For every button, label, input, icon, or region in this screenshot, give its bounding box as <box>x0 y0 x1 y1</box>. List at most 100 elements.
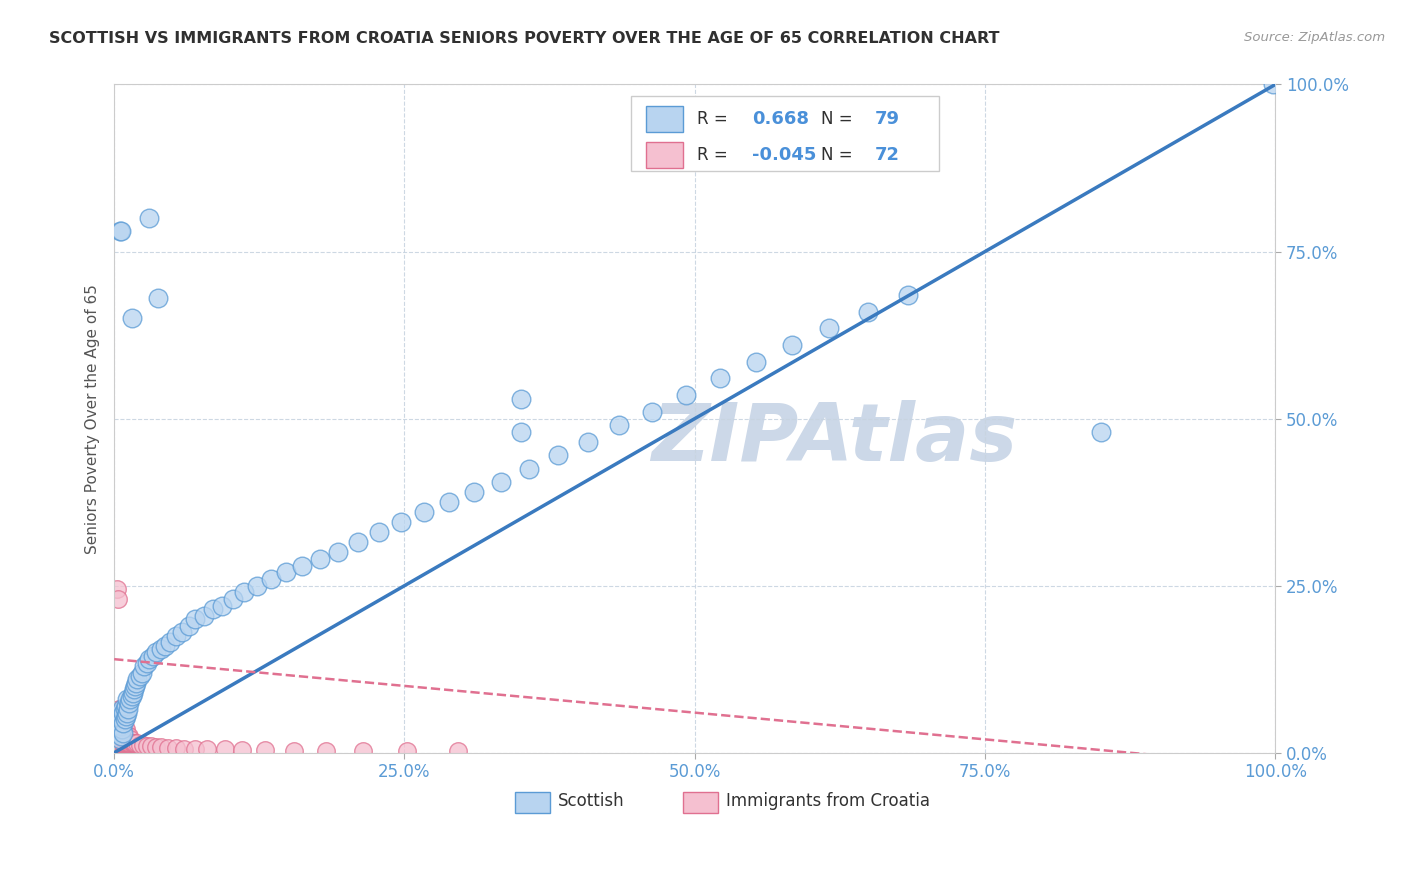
Point <box>110 709 132 723</box>
Text: R =: R = <box>697 110 733 128</box>
Point <box>547 448 569 462</box>
Point <box>291 558 314 573</box>
Point <box>1261 78 1284 92</box>
Text: Immigrants from Croatia: Immigrants from Croatia <box>725 792 931 810</box>
Point <box>111 712 134 726</box>
Text: 79: 79 <box>875 110 900 128</box>
Text: Scottish: Scottish <box>558 792 624 810</box>
Point <box>214 742 236 756</box>
Point <box>121 311 143 326</box>
Point <box>111 736 134 750</box>
Point <box>352 744 374 758</box>
Bar <box>683 791 718 813</box>
Point <box>463 485 485 500</box>
Point <box>149 740 172 755</box>
Point <box>782 338 804 352</box>
Point <box>115 729 138 743</box>
Point <box>489 475 512 489</box>
Point <box>117 729 139 743</box>
Point <box>108 725 131 739</box>
Point <box>128 738 150 752</box>
Point <box>201 602 224 616</box>
Bar <box>515 791 550 813</box>
Point <box>211 599 233 613</box>
Point <box>141 648 163 663</box>
Point <box>135 656 157 670</box>
Point <box>177 619 200 633</box>
Point <box>125 675 148 690</box>
Point <box>124 736 146 750</box>
Point <box>111 715 134 730</box>
Point <box>122 682 145 697</box>
Point <box>108 706 131 720</box>
Point <box>105 732 128 747</box>
Point <box>108 712 131 726</box>
Point <box>607 418 630 433</box>
Point <box>121 685 143 699</box>
Point <box>170 625 193 640</box>
Point <box>107 715 129 730</box>
Point <box>105 582 128 596</box>
Point <box>108 723 131 737</box>
Point <box>114 729 136 743</box>
Point <box>145 740 167 755</box>
Point <box>1090 425 1112 439</box>
Point <box>108 715 131 730</box>
Point <box>283 744 305 758</box>
Point <box>108 224 131 238</box>
Point <box>165 629 187 643</box>
Point <box>110 719 132 733</box>
Point <box>195 742 218 756</box>
Point <box>108 723 131 737</box>
Point <box>328 545 350 559</box>
Point <box>368 525 391 540</box>
Point <box>111 723 134 737</box>
Point <box>112 706 135 720</box>
Point <box>111 702 134 716</box>
Point <box>231 743 253 757</box>
Point <box>149 642 172 657</box>
Point <box>155 639 177 653</box>
Point <box>107 723 129 737</box>
Point <box>105 725 128 739</box>
Text: Source: ZipAtlas.com: Source: ZipAtlas.com <box>1244 31 1385 45</box>
Point <box>145 646 167 660</box>
Point <box>110 736 132 750</box>
Point <box>709 371 731 385</box>
Point <box>120 732 142 747</box>
Point <box>120 692 142 706</box>
Point <box>641 405 664 419</box>
Point <box>107 709 129 723</box>
Point <box>127 672 149 686</box>
Point <box>509 392 531 406</box>
Point <box>114 729 136 743</box>
Point <box>675 388 697 402</box>
Point <box>105 725 128 739</box>
Point <box>108 729 131 743</box>
Point <box>107 592 129 607</box>
Point <box>107 729 129 743</box>
Point <box>108 702 131 716</box>
Point <box>117 702 139 716</box>
Point <box>108 715 131 730</box>
Point <box>128 669 150 683</box>
Point <box>108 715 131 730</box>
Point <box>124 679 146 693</box>
Point <box>114 702 136 716</box>
Point <box>110 715 132 730</box>
Point <box>135 739 157 753</box>
Y-axis label: Seniors Poverty Over the Age of 65: Seniors Poverty Over the Age of 65 <box>86 284 100 554</box>
Point <box>112 723 135 737</box>
Point <box>108 709 131 723</box>
Point <box>112 729 135 743</box>
Text: N =: N = <box>821 146 858 164</box>
Text: N =: N = <box>821 110 858 128</box>
Point <box>114 736 136 750</box>
Point <box>108 732 131 747</box>
Point <box>108 702 131 716</box>
Point <box>114 698 136 713</box>
Point <box>118 736 141 750</box>
Point <box>274 566 297 580</box>
Point <box>112 715 135 730</box>
Point <box>110 709 132 723</box>
